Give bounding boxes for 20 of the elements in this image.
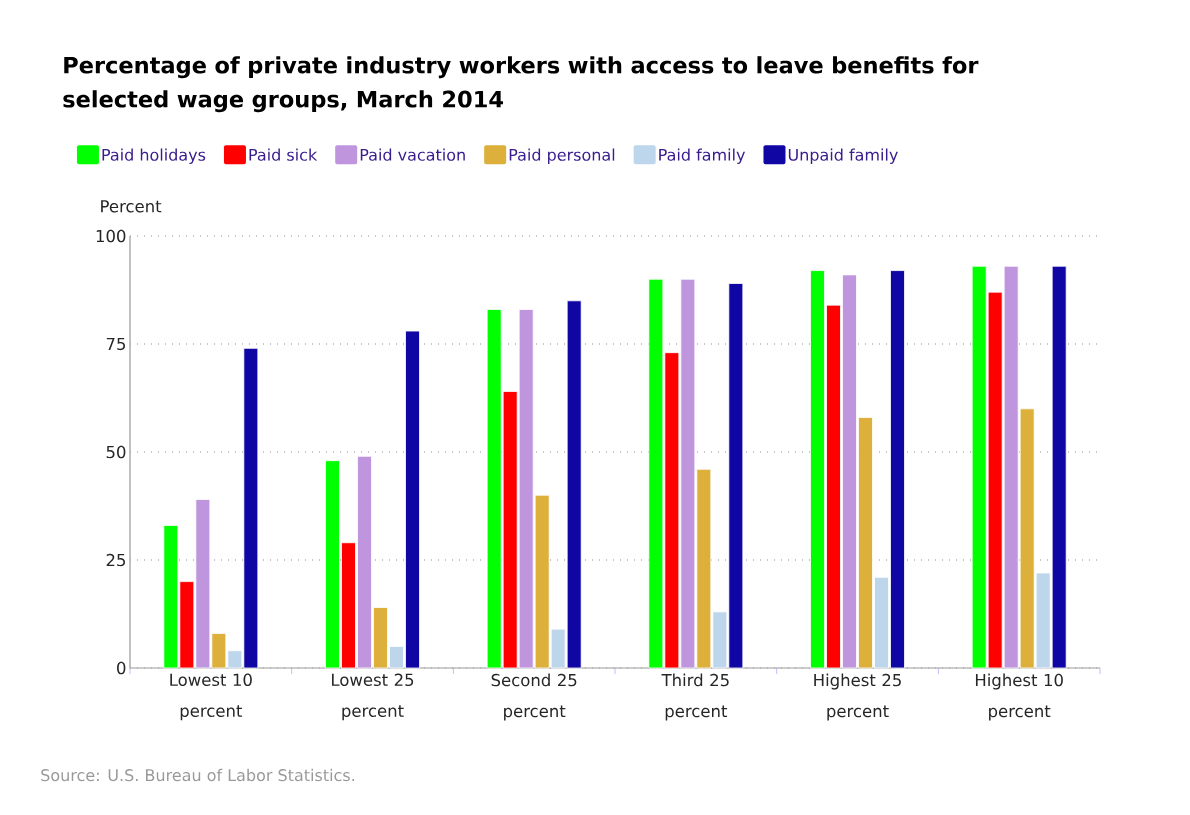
legend-label: Unpaid family	[788, 148, 898, 164]
x-tick-label: Second 25 percent	[491, 673, 577, 721]
y-axis-title: Percent	[101, 200, 162, 213]
x-tick-label: Lowest 10 percent	[170, 673, 252, 721]
y-tick-label: 25	[106, 553, 126, 567]
x-tick-label: Lowest 25 percent	[332, 673, 414, 721]
x-tick-label: Third 25 percent	[661, 673, 729, 721]
source-note: Source: U.S. Bureau of Labor Statistics.	[41, 768, 355, 782]
y-tick-label: 0	[117, 661, 126, 675]
x-tick-label: Highest 10 percent	[975, 673, 1063, 721]
legend-label: Paid holidays	[102, 148, 206, 164]
legend-label: Paid family	[659, 148, 745, 164]
x-tick-label: Highest 25 percent	[814, 673, 901, 721]
chart-title: Percentage of private industry workers with access to leave benefits for selected wage groups, March 2014	[63, 56, 979, 113]
legend-label: Paid sick	[249, 148, 318, 161]
legend-label: Paid vacation	[360, 148, 465, 161]
y-tick-label: 50	[106, 445, 126, 459]
y-tick-label: 75	[106, 337, 126, 351]
y-tick-label: 100	[96, 229, 126, 243]
legend-label: Paid personal	[509, 148, 615, 164]
